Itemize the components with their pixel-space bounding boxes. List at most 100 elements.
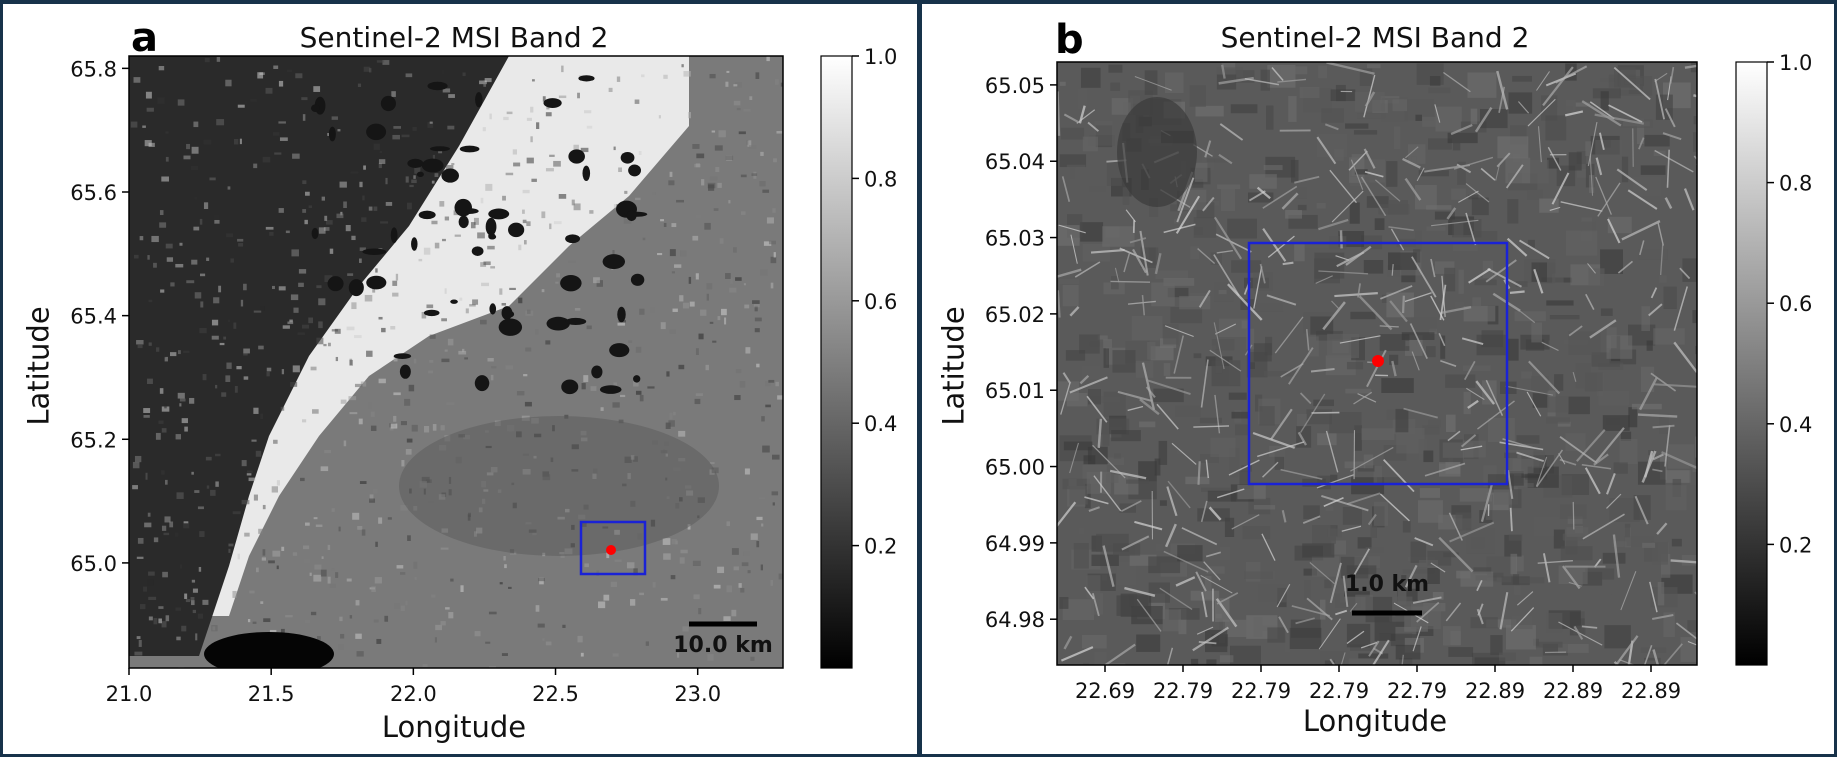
chart-b-floe (1529, 656, 1543, 665)
chart-a-speckle (480, 319, 487, 325)
chart-a-speckle (237, 553, 240, 560)
chart-a-speckle (255, 450, 262, 457)
chart-a-speckle (133, 77, 141, 83)
chart-a-island (407, 158, 424, 168)
chart-b-crack (1280, 363, 1304, 378)
chart-a-speckle (285, 615, 293, 618)
chart-b-floe (1088, 134, 1116, 146)
chart-a-speckle (530, 106, 534, 113)
chart-a-speckle (272, 550, 281, 557)
chart-a-speckle (717, 566, 725, 574)
chart-a-speckle (479, 80, 487, 85)
chart-a-speckle (421, 311, 427, 319)
chart-a-speckle (234, 385, 238, 393)
chart-a-speckle (340, 633, 345, 639)
chart-b-floe (1619, 119, 1653, 128)
chart-a-speckle (248, 477, 256, 482)
chart-b-floe (1553, 529, 1565, 549)
chart-b-crack (1253, 266, 1263, 309)
chart-a-speckle (161, 525, 167, 531)
chart-b-floe (1600, 249, 1624, 274)
x-axis-label-a: Longitude (381, 710, 527, 744)
panel-a: 21.0 21.5 22.0 22.5 23.0 65.0 65.2 65.4 65.6 65.8… (3, 4, 917, 754)
chart-a-speckle (598, 601, 606, 609)
chart-b-floe (1427, 419, 1441, 428)
chart-a-speckle (761, 416, 765, 422)
chart-a-speckle (695, 348, 699, 355)
chart-b-crack (1589, 156, 1594, 196)
chart-a-speckle (618, 167, 622, 173)
chart-b-crack (1154, 252, 1162, 275)
chart-a-speckle (518, 244, 522, 251)
chart-a-island (390, 227, 398, 244)
chart-a-speckle (219, 342, 225, 346)
chart-b-floe (1299, 86, 1320, 99)
chart-a-speckle (513, 162, 521, 167)
chart-a-speckle (253, 310, 262, 313)
chart-a-speckle (247, 619, 251, 623)
chart-a-speckle (318, 227, 326, 234)
chart-a-speckle (226, 233, 234, 238)
chart-b-floe (1565, 63, 1577, 81)
chart-a-speckle (164, 403, 167, 409)
chart-a-speckle (405, 73, 413, 78)
chart-b-crack (1280, 468, 1323, 480)
chart-b-crack (1204, 140, 1212, 158)
chart-b-floe (1131, 315, 1163, 341)
chart-a-island (560, 274, 582, 292)
chart-b-floe (1638, 248, 1668, 260)
chart-a-speckle (179, 564, 183, 569)
chart-a-speckle (733, 100, 741, 106)
chart-a-speckle (768, 240, 777, 245)
chart-a-speckle (431, 180, 435, 184)
chart-b-crack (1276, 583, 1291, 608)
chart-a-speckle (558, 95, 567, 99)
chart-a-speckle (385, 201, 393, 206)
chart-a-speckle (542, 638, 545, 641)
chart-b-floe (1330, 89, 1356, 102)
chart-a-speckle (320, 466, 329, 472)
chart-a-speckle (526, 309, 531, 314)
chart-a-island (485, 217, 497, 236)
chart-a-speckle (337, 643, 344, 650)
chart-b-crack (1346, 630, 1365, 645)
chart-a-speckle (626, 562, 635, 569)
chart-a-speckle (489, 113, 492, 120)
chart-b-floe (1302, 478, 1326, 487)
chart-a-speckle (458, 350, 467, 355)
chart-b-crack (1213, 216, 1243, 260)
chart-a-speckle (574, 308, 581, 311)
chart-b-crack (1297, 431, 1308, 446)
chart-a-speckle (537, 623, 545, 628)
chart-a-island (366, 123, 387, 141)
chart-a-speckle (508, 586, 512, 589)
chart-b-floe (1069, 486, 1088, 505)
chart-a-island (429, 146, 450, 152)
chart-b-floe (1346, 361, 1364, 370)
chart-a-speckle (276, 480, 281, 486)
chart-a-speckle (347, 273, 354, 276)
chart-a-speckle (153, 618, 158, 625)
chart-b-crack (1463, 360, 1476, 381)
chart-a-speckle (162, 571, 168, 578)
chart-b-crack (1412, 626, 1422, 652)
chart-b-floe (1082, 662, 1090, 665)
chart-b-crack (1619, 659, 1636, 665)
chart-a-speckle (215, 384, 218, 389)
chart-a-speckle (179, 242, 183, 246)
chart-a-speckle (696, 153, 705, 159)
chart-b-floe (1289, 627, 1322, 650)
chart-b-floe (1508, 534, 1523, 541)
chart-a-speckle (292, 365, 300, 373)
chart-b-crack (1057, 290, 1061, 318)
chart-a-speckle (487, 245, 495, 250)
chart-b-crack (1613, 66, 1651, 101)
chart-b-crack (1438, 536, 1474, 573)
chart-a-speckle (743, 109, 751, 112)
chart-a-speckle (412, 126, 417, 131)
chart-a-speckle (490, 374, 494, 381)
chart-a-speckle (380, 221, 389, 224)
chart-a-speckle (754, 305, 758, 312)
chart-a-speckle (393, 602, 401, 610)
panel-label-b: b (1055, 17, 1084, 63)
